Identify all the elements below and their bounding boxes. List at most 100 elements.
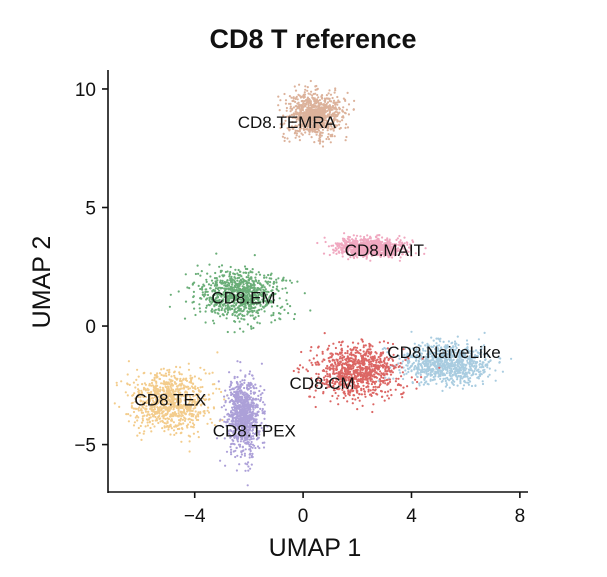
point bbox=[309, 309, 312, 312]
point bbox=[321, 352, 324, 355]
point bbox=[303, 292, 306, 295]
point bbox=[331, 394, 334, 398]
point bbox=[341, 354, 344, 357]
point bbox=[238, 327, 242, 330]
point bbox=[337, 112, 340, 116]
point bbox=[477, 370, 481, 374]
point bbox=[251, 271, 254, 274]
point bbox=[355, 349, 358, 352]
point bbox=[203, 295, 206, 298]
point bbox=[305, 124, 308, 127]
point bbox=[377, 237, 380, 241]
point bbox=[384, 382, 387, 385]
point bbox=[462, 384, 466, 387]
point bbox=[293, 85, 296, 88]
point bbox=[206, 297, 209, 300]
point bbox=[215, 277, 218, 280]
point bbox=[321, 145, 325, 148]
point bbox=[370, 364, 373, 368]
point bbox=[371, 380, 375, 383]
point bbox=[290, 281, 293, 284]
point bbox=[200, 270, 203, 273]
point bbox=[339, 246, 342, 249]
point bbox=[360, 356, 363, 359]
point bbox=[368, 393, 372, 396]
point bbox=[419, 364, 423, 367]
point bbox=[245, 282, 248, 285]
point bbox=[327, 133, 330, 136]
point bbox=[147, 413, 150, 416]
point bbox=[336, 243, 339, 246]
point bbox=[206, 272, 209, 275]
point bbox=[319, 140, 322, 143]
point bbox=[132, 381, 135, 384]
point bbox=[225, 317, 228, 320]
point bbox=[289, 279, 292, 282]
point bbox=[137, 426, 140, 430]
point bbox=[204, 290, 207, 294]
point bbox=[429, 371, 432, 374]
point bbox=[208, 263, 211, 266]
point bbox=[378, 385, 381, 389]
point bbox=[331, 104, 335, 107]
point bbox=[263, 274, 266, 277]
point bbox=[291, 108, 294, 111]
point bbox=[281, 135, 284, 138]
point bbox=[474, 384, 477, 387]
point bbox=[418, 384, 421, 387]
point bbox=[313, 109, 316, 112]
point bbox=[212, 282, 215, 285]
point bbox=[296, 111, 299, 114]
point bbox=[331, 96, 334, 100]
point bbox=[189, 421, 192, 424]
point bbox=[160, 373, 163, 376]
point bbox=[301, 95, 304, 98]
point bbox=[383, 357, 386, 360]
point bbox=[218, 275, 221, 278]
point bbox=[294, 116, 297, 120]
point bbox=[367, 372, 370, 375]
point bbox=[468, 363, 471, 366]
point bbox=[361, 340, 364, 343]
point bbox=[469, 365, 472, 368]
point bbox=[307, 108, 310, 111]
point bbox=[352, 362, 355, 365]
point bbox=[135, 378, 138, 381]
point bbox=[325, 126, 328, 129]
point bbox=[194, 272, 197, 276]
point bbox=[224, 270, 227, 274]
point bbox=[441, 373, 444, 376]
point bbox=[478, 363, 481, 366]
point bbox=[303, 91, 306, 94]
point bbox=[334, 107, 337, 110]
point bbox=[310, 114, 313, 117]
point bbox=[176, 424, 179, 427]
point bbox=[347, 103, 351, 106]
point bbox=[418, 382, 421, 385]
point bbox=[453, 361, 457, 364]
point bbox=[240, 317, 243, 320]
point bbox=[356, 382, 360, 385]
point bbox=[334, 103, 337, 106]
point bbox=[424, 369, 427, 372]
point bbox=[238, 320, 241, 323]
point bbox=[372, 388, 375, 391]
point bbox=[305, 101, 308, 104]
point bbox=[397, 383, 400, 386]
point bbox=[336, 114, 339, 118]
point bbox=[324, 116, 327, 120]
point bbox=[487, 375, 490, 378]
point bbox=[337, 403, 340, 406]
point bbox=[310, 104, 313, 107]
point bbox=[428, 366, 431, 369]
point bbox=[320, 111, 323, 114]
point bbox=[247, 274, 250, 277]
point bbox=[226, 279, 229, 282]
point bbox=[369, 370, 372, 373]
point bbox=[325, 97, 328, 100]
point bbox=[134, 386, 137, 389]
point bbox=[299, 364, 302, 367]
point bbox=[283, 308, 286, 311]
point bbox=[323, 119, 326, 122]
point bbox=[329, 93, 333, 96]
